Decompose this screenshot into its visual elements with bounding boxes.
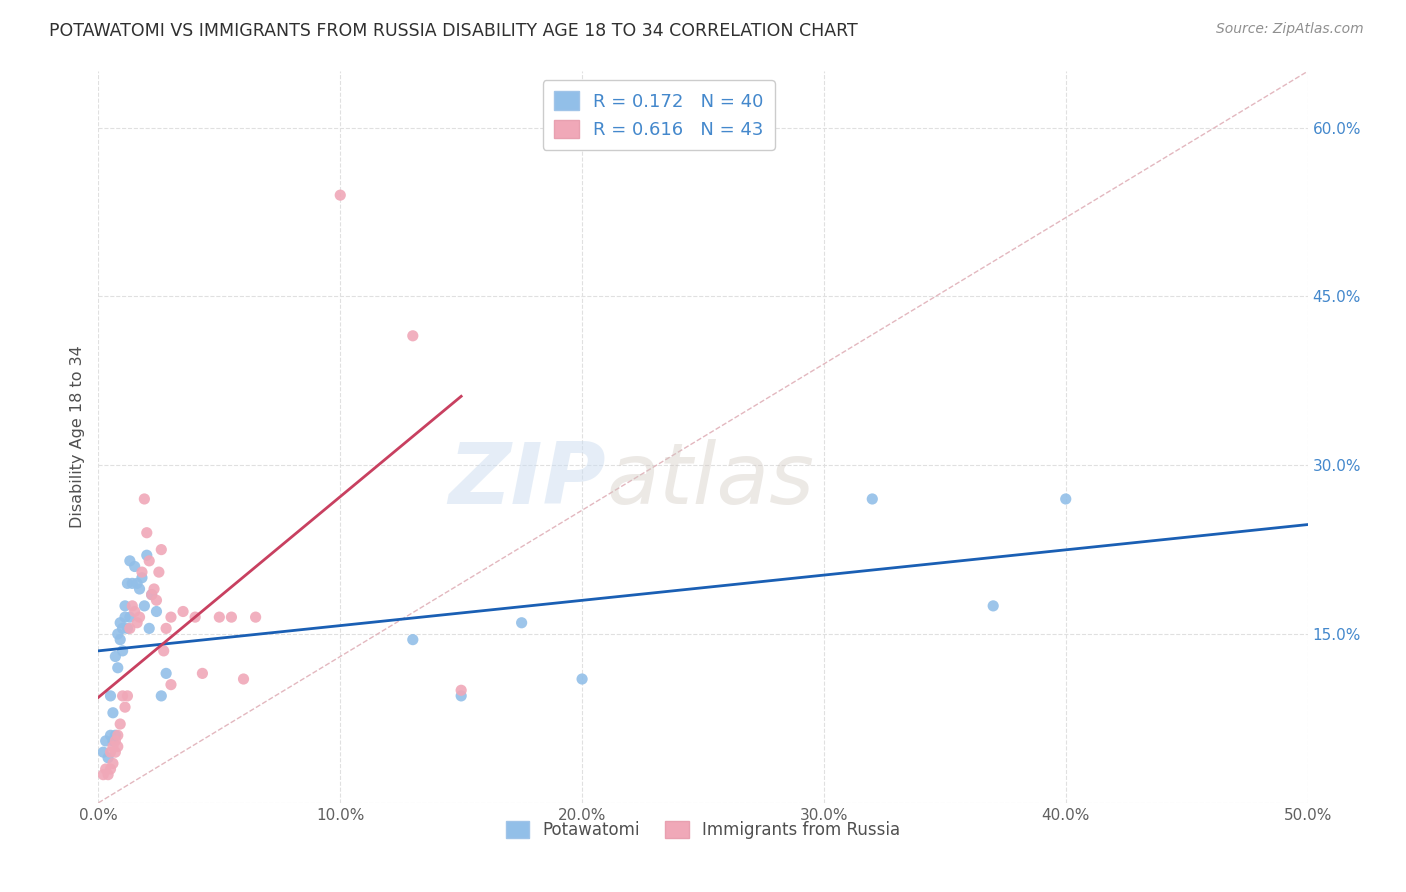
Point [141, 588, 163, 602]
Point [191, 666, 214, 681]
Point [402, 632, 425, 647]
Point [124, 605, 146, 619]
Point [111, 644, 134, 658]
Point [450, 683, 472, 698]
Point [135, 548, 157, 562]
Point [118, 610, 141, 624]
Text: atlas: atlas [606, 440, 814, 523]
Text: POTAWATOMI VS IMMIGRANTS FROM RUSSIA DISABILITY AGE 18 TO 34 CORRELATION CHART: POTAWATOMI VS IMMIGRANTS FROM RUSSIA DIS… [49, 22, 858, 40]
Point [1054, 491, 1077, 506]
Point [172, 605, 194, 619]
Point [155, 621, 177, 635]
Point [145, 605, 167, 619]
Text: ZIP: ZIP [449, 440, 606, 523]
Point [981, 599, 1004, 613]
Point [111, 621, 134, 635]
Point [114, 599, 136, 613]
Point [107, 661, 129, 675]
Text: Source: ZipAtlas.com: Source: ZipAtlas.com [1216, 22, 1364, 37]
Point [108, 632, 131, 647]
Point [138, 621, 160, 635]
Point [152, 644, 174, 658]
Point [104, 745, 127, 759]
Point [124, 559, 146, 574]
Point [108, 615, 131, 630]
Point [128, 582, 150, 596]
Point [104, 728, 127, 742]
Point [131, 571, 153, 585]
Point [108, 717, 131, 731]
Point [114, 700, 136, 714]
Point [94, 762, 117, 776]
Point [104, 649, 127, 664]
Point [510, 615, 533, 630]
Point [155, 666, 177, 681]
Point [450, 689, 472, 703]
Point [571, 672, 593, 686]
Point [100, 689, 122, 703]
Point [160, 678, 183, 692]
Point [127, 615, 149, 630]
Point [107, 627, 129, 641]
Point [100, 762, 122, 776]
Point [329, 188, 352, 202]
Point [402, 328, 425, 343]
Point [131, 565, 153, 579]
Point [97, 767, 120, 781]
Point [232, 672, 254, 686]
Point [91, 745, 114, 759]
Point [150, 542, 173, 557]
Point [104, 734, 127, 748]
Point [100, 728, 122, 742]
Point [143, 582, 166, 596]
Point [221, 610, 243, 624]
Point [101, 739, 124, 754]
Point [160, 610, 183, 624]
Point [114, 610, 136, 624]
Legend: Potawatomi, Immigrants from Russia: Potawatomi, Immigrants from Russia [499, 814, 907, 846]
Y-axis label: Disability Age 18 to 34: Disability Age 18 to 34 [70, 346, 86, 528]
Point [107, 728, 129, 742]
Point [150, 689, 173, 703]
Point [208, 610, 231, 624]
Point [135, 525, 157, 540]
Point [121, 576, 143, 591]
Point [107, 739, 129, 754]
Point [138, 554, 160, 568]
Point [117, 621, 139, 635]
Point [101, 706, 124, 720]
Point [118, 554, 141, 568]
Point [97, 751, 120, 765]
Point [134, 491, 156, 506]
Point [141, 588, 163, 602]
Point [860, 491, 883, 506]
Point [184, 610, 207, 624]
Point [127, 576, 149, 591]
Point [121, 599, 143, 613]
Point [111, 689, 134, 703]
Point [100, 745, 122, 759]
Point [118, 621, 141, 635]
Point [245, 610, 267, 624]
Point [148, 565, 170, 579]
Point [91, 767, 114, 781]
Point [101, 734, 124, 748]
Point [128, 610, 150, 624]
Point [101, 756, 124, 771]
Point [117, 689, 139, 703]
Point [134, 599, 156, 613]
Point [94, 734, 117, 748]
Point [145, 593, 167, 607]
Point [117, 576, 139, 591]
